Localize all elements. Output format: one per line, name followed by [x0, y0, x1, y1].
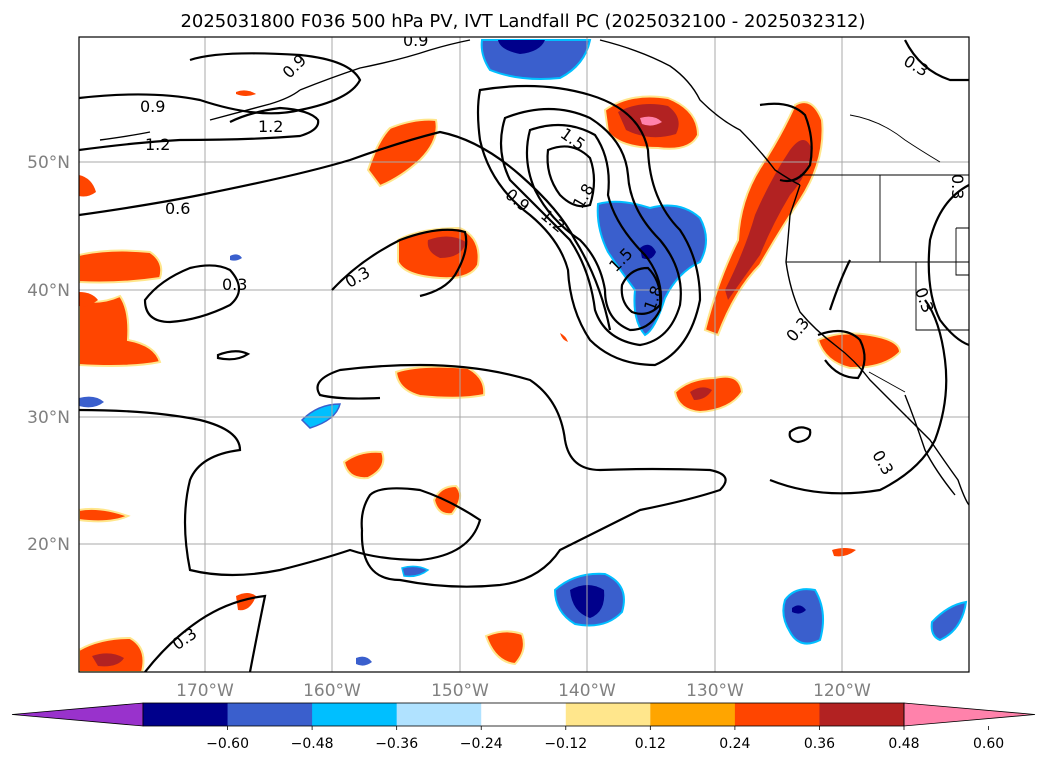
coastlines	[99, 39, 969, 506]
graticule	[79, 37, 969, 672]
colorbar-tick-label: 0.48	[888, 736, 919, 752]
colorbar-bin	[650, 703, 736, 726]
negative-pv-shading	[79, 39, 968, 666]
colorbar-tick-label: 0.60	[973, 736, 1004, 752]
colorbar-tick-label: 0.36	[804, 736, 835, 752]
lon-label: 130°W	[686, 681, 744, 701]
lon-label: 150°W	[431, 681, 489, 701]
contour-label: 0.3	[222, 275, 247, 294]
contour-label: 1.2	[258, 117, 283, 136]
colorbar-tick-label: −0.36	[375, 736, 418, 752]
colorbar-tick-label: −0.24	[460, 736, 503, 752]
colorbar-bin	[312, 703, 398, 726]
colorbar-tick-label: 0.12	[635, 736, 666, 752]
colorbar-bin	[227, 703, 313, 726]
colorbar-bin	[819, 703, 905, 726]
contour-label: 0.9	[403, 31, 428, 50]
colorbar: −0.60 −0.48 −0.36 −0.24 −0.12 0.12 0.24 0.36 0.4…	[11, 702, 1036, 752]
lat-label: 30°N	[27, 408, 70, 428]
colorbar-tick-label: 0.24	[719, 736, 750, 752]
contour-label: 1.2	[145, 135, 170, 154]
lat-label: 50°N	[27, 153, 70, 173]
colorbar-tick-label: −0.48	[291, 736, 334, 752]
colorbar-bin	[565, 703, 651, 726]
lon-label: 140°W	[558, 681, 616, 701]
pv-contours	[79, 39, 969, 672]
figure-title: 2025031800 F036 500 hPa PV, IVT Landfall…	[180, 11, 865, 32]
colorbar-bin	[481, 703, 567, 726]
contour-label: 0.6	[165, 199, 190, 218]
contour-label: 0.3	[948, 174, 967, 199]
colorbar-tick-label: −0.12	[544, 736, 587, 752]
lat-label: 40°N	[27, 281, 70, 301]
lat-label: 20°N	[27, 535, 70, 555]
latitude-labels: 50°N 40°N 30°N 20°N	[27, 153, 70, 555]
lon-label: 120°W	[813, 681, 871, 701]
colorbar-frame	[142, 702, 905, 727]
lon-label: 160°W	[303, 681, 361, 701]
longitude-labels: 170°W 160°W 150°W 140°W 130°W 120°W	[176, 681, 871, 701]
colorbar-bin	[143, 703, 229, 726]
colorbar-tick-label: −0.60	[206, 736, 249, 752]
map-frame	[78, 36, 970, 673]
colorbar-extend-low	[11, 702, 144, 727]
contour-label: 0.9	[140, 97, 165, 116]
colorbar-bin	[734, 703, 820, 726]
colorbar-bin	[396, 703, 482, 726]
colorbar-extend-high	[903, 702, 1036, 727]
map-panel: 0.9 0.9 1.2 1.2 0.6 0.3 0.3 1.5 1.8 0.9 …	[79, 31, 969, 672]
lon-label: 170°W	[176, 681, 234, 701]
